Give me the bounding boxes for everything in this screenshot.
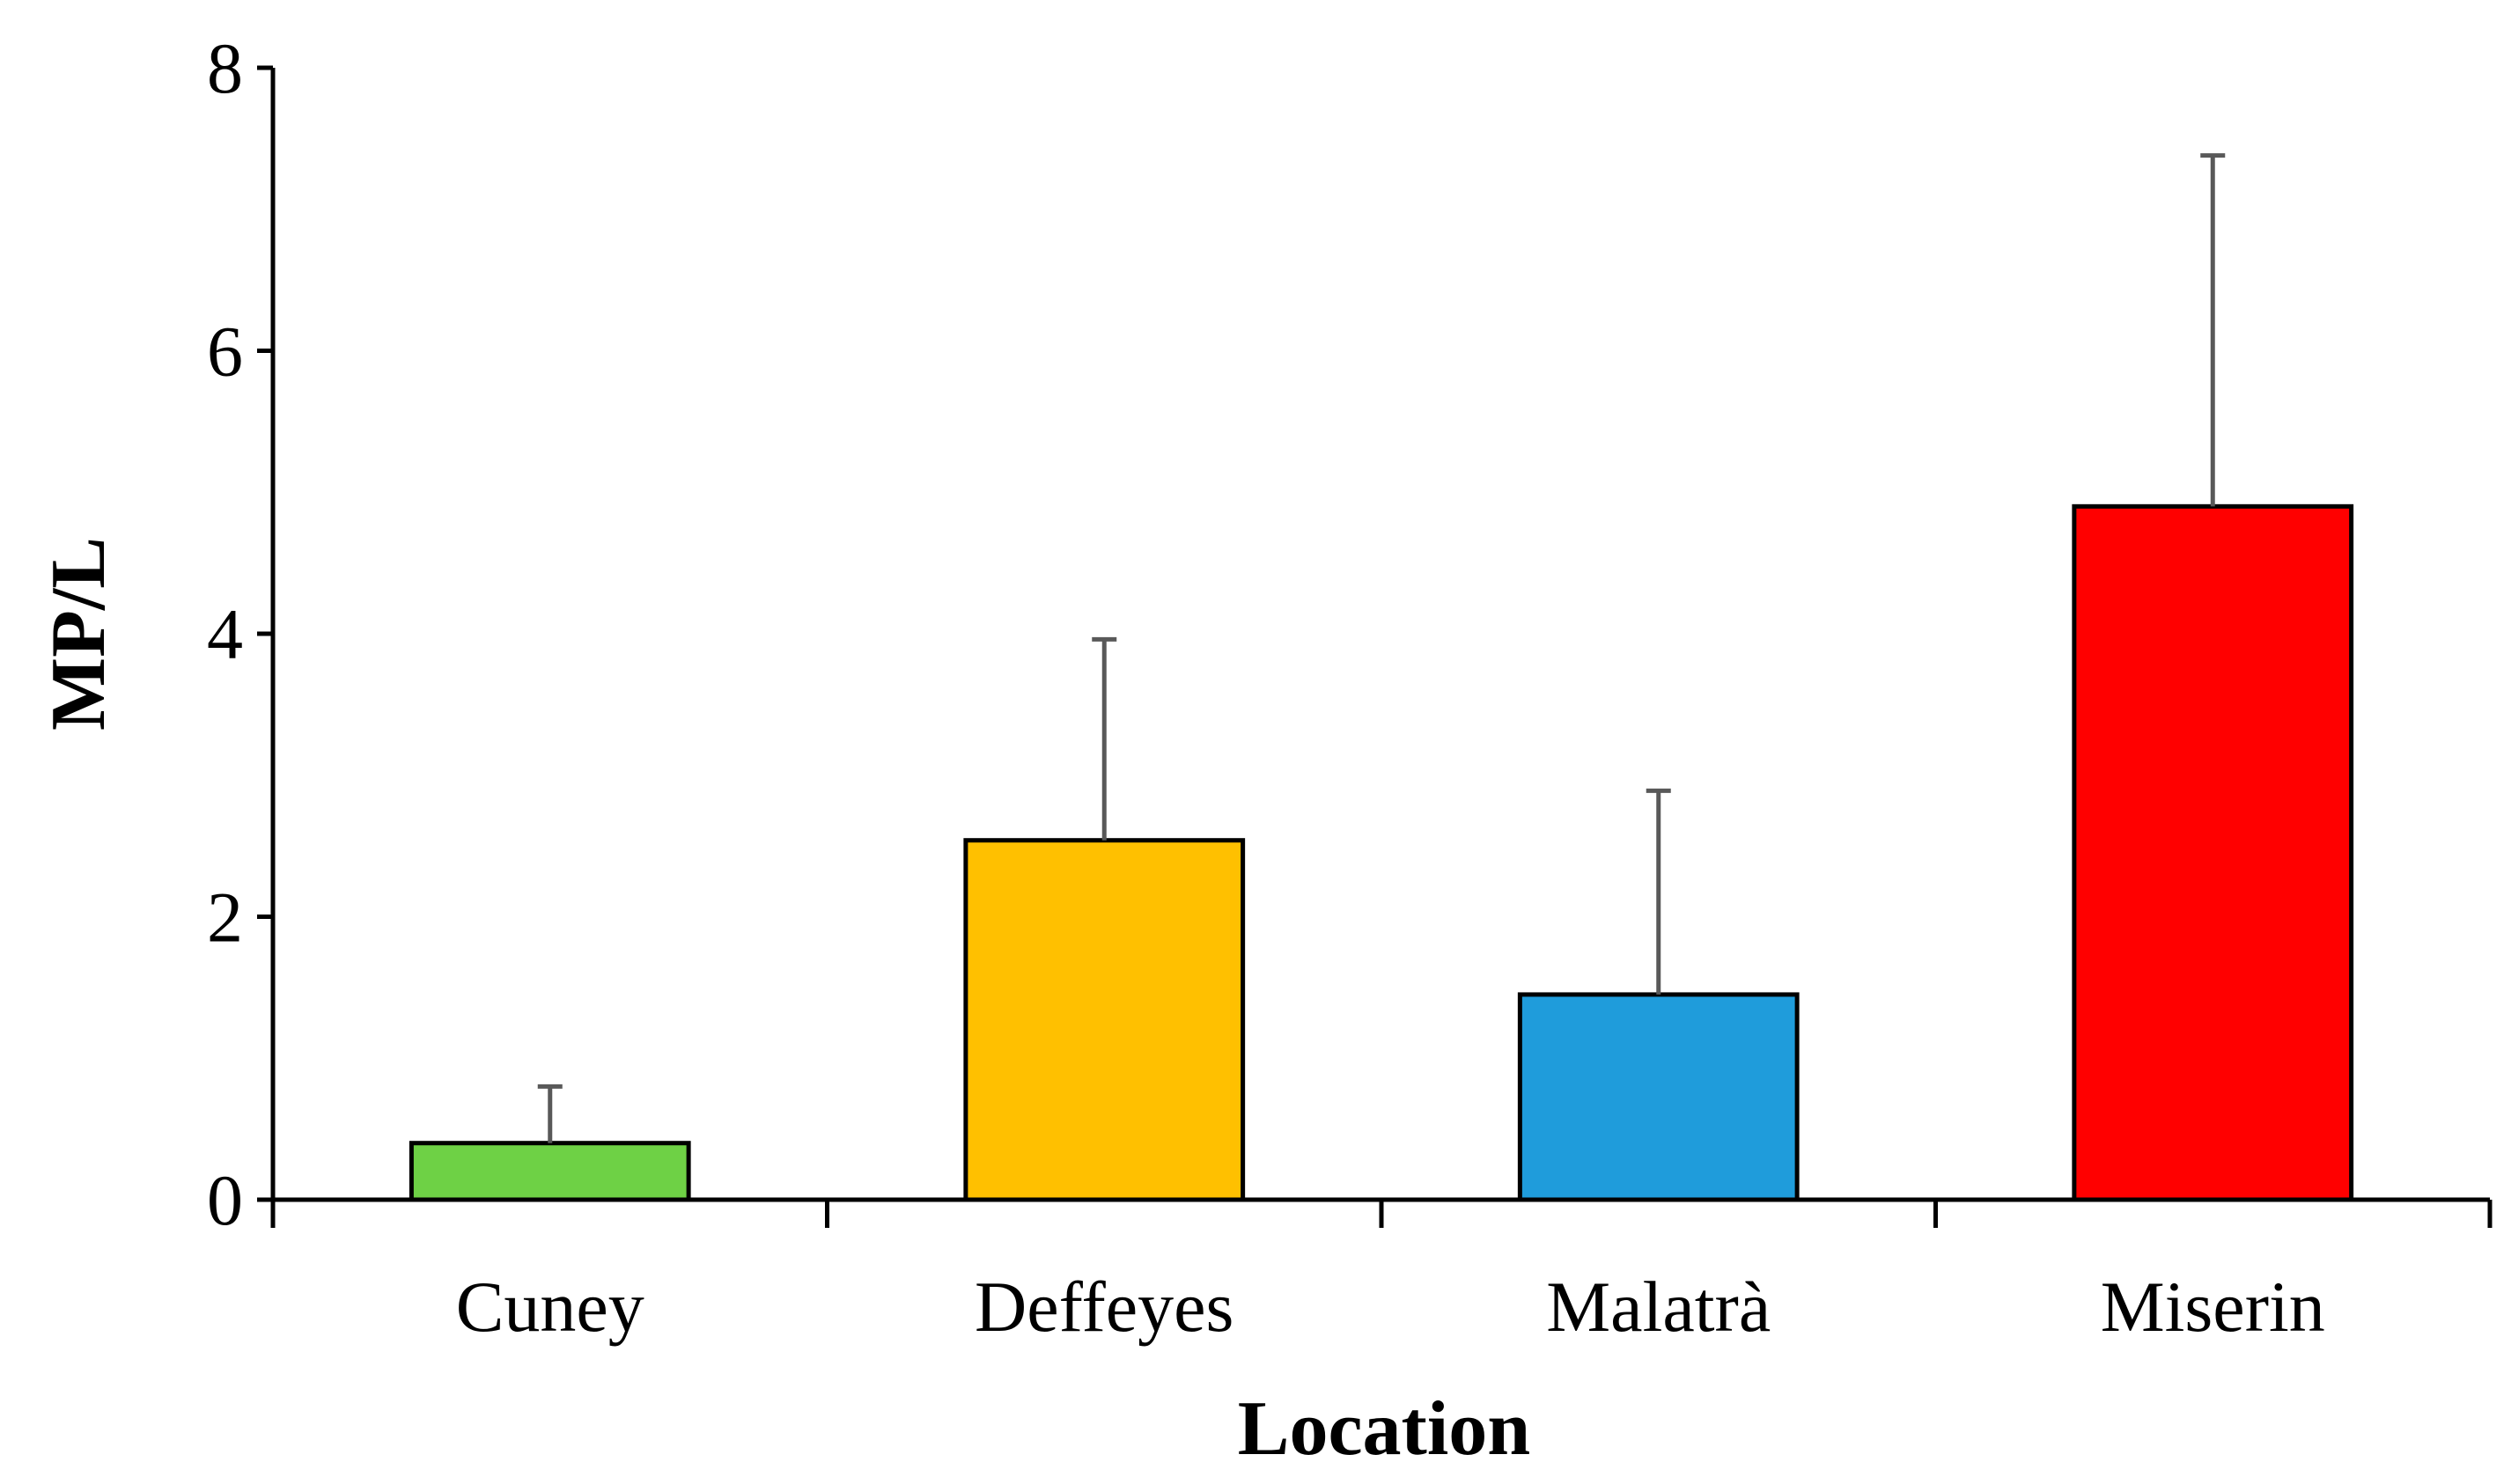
bars [409,503,2354,1202]
bar [1517,992,1800,1202]
x-axis-title: Location [1238,1386,1530,1472]
bar [409,1141,691,1202]
y-tick-label: 8 [207,28,243,108]
y-tick-label: 4 [207,594,243,674]
bar [2072,503,2354,1202]
x-tick-label: Miserin [2101,1267,2325,1347]
x-axis: Cuney Deffeyes Malatrà Miserin [270,1197,2493,1347]
y-axis: 0 2 4 6 8 [207,28,276,1240]
y-tick-label: 0 [207,1160,243,1240]
y-axis-title: MP/L [36,537,122,731]
y-tick-label: 6 [207,312,243,392]
x-tick-label: Deffeyes [975,1267,1233,1347]
x-tick-label: Malatrà [1546,1267,1771,1347]
error-bars [537,153,2226,1143]
x-tick-label: Cuney [456,1267,644,1347]
y-tick-label: 2 [207,878,243,958]
bar [963,838,1246,1202]
